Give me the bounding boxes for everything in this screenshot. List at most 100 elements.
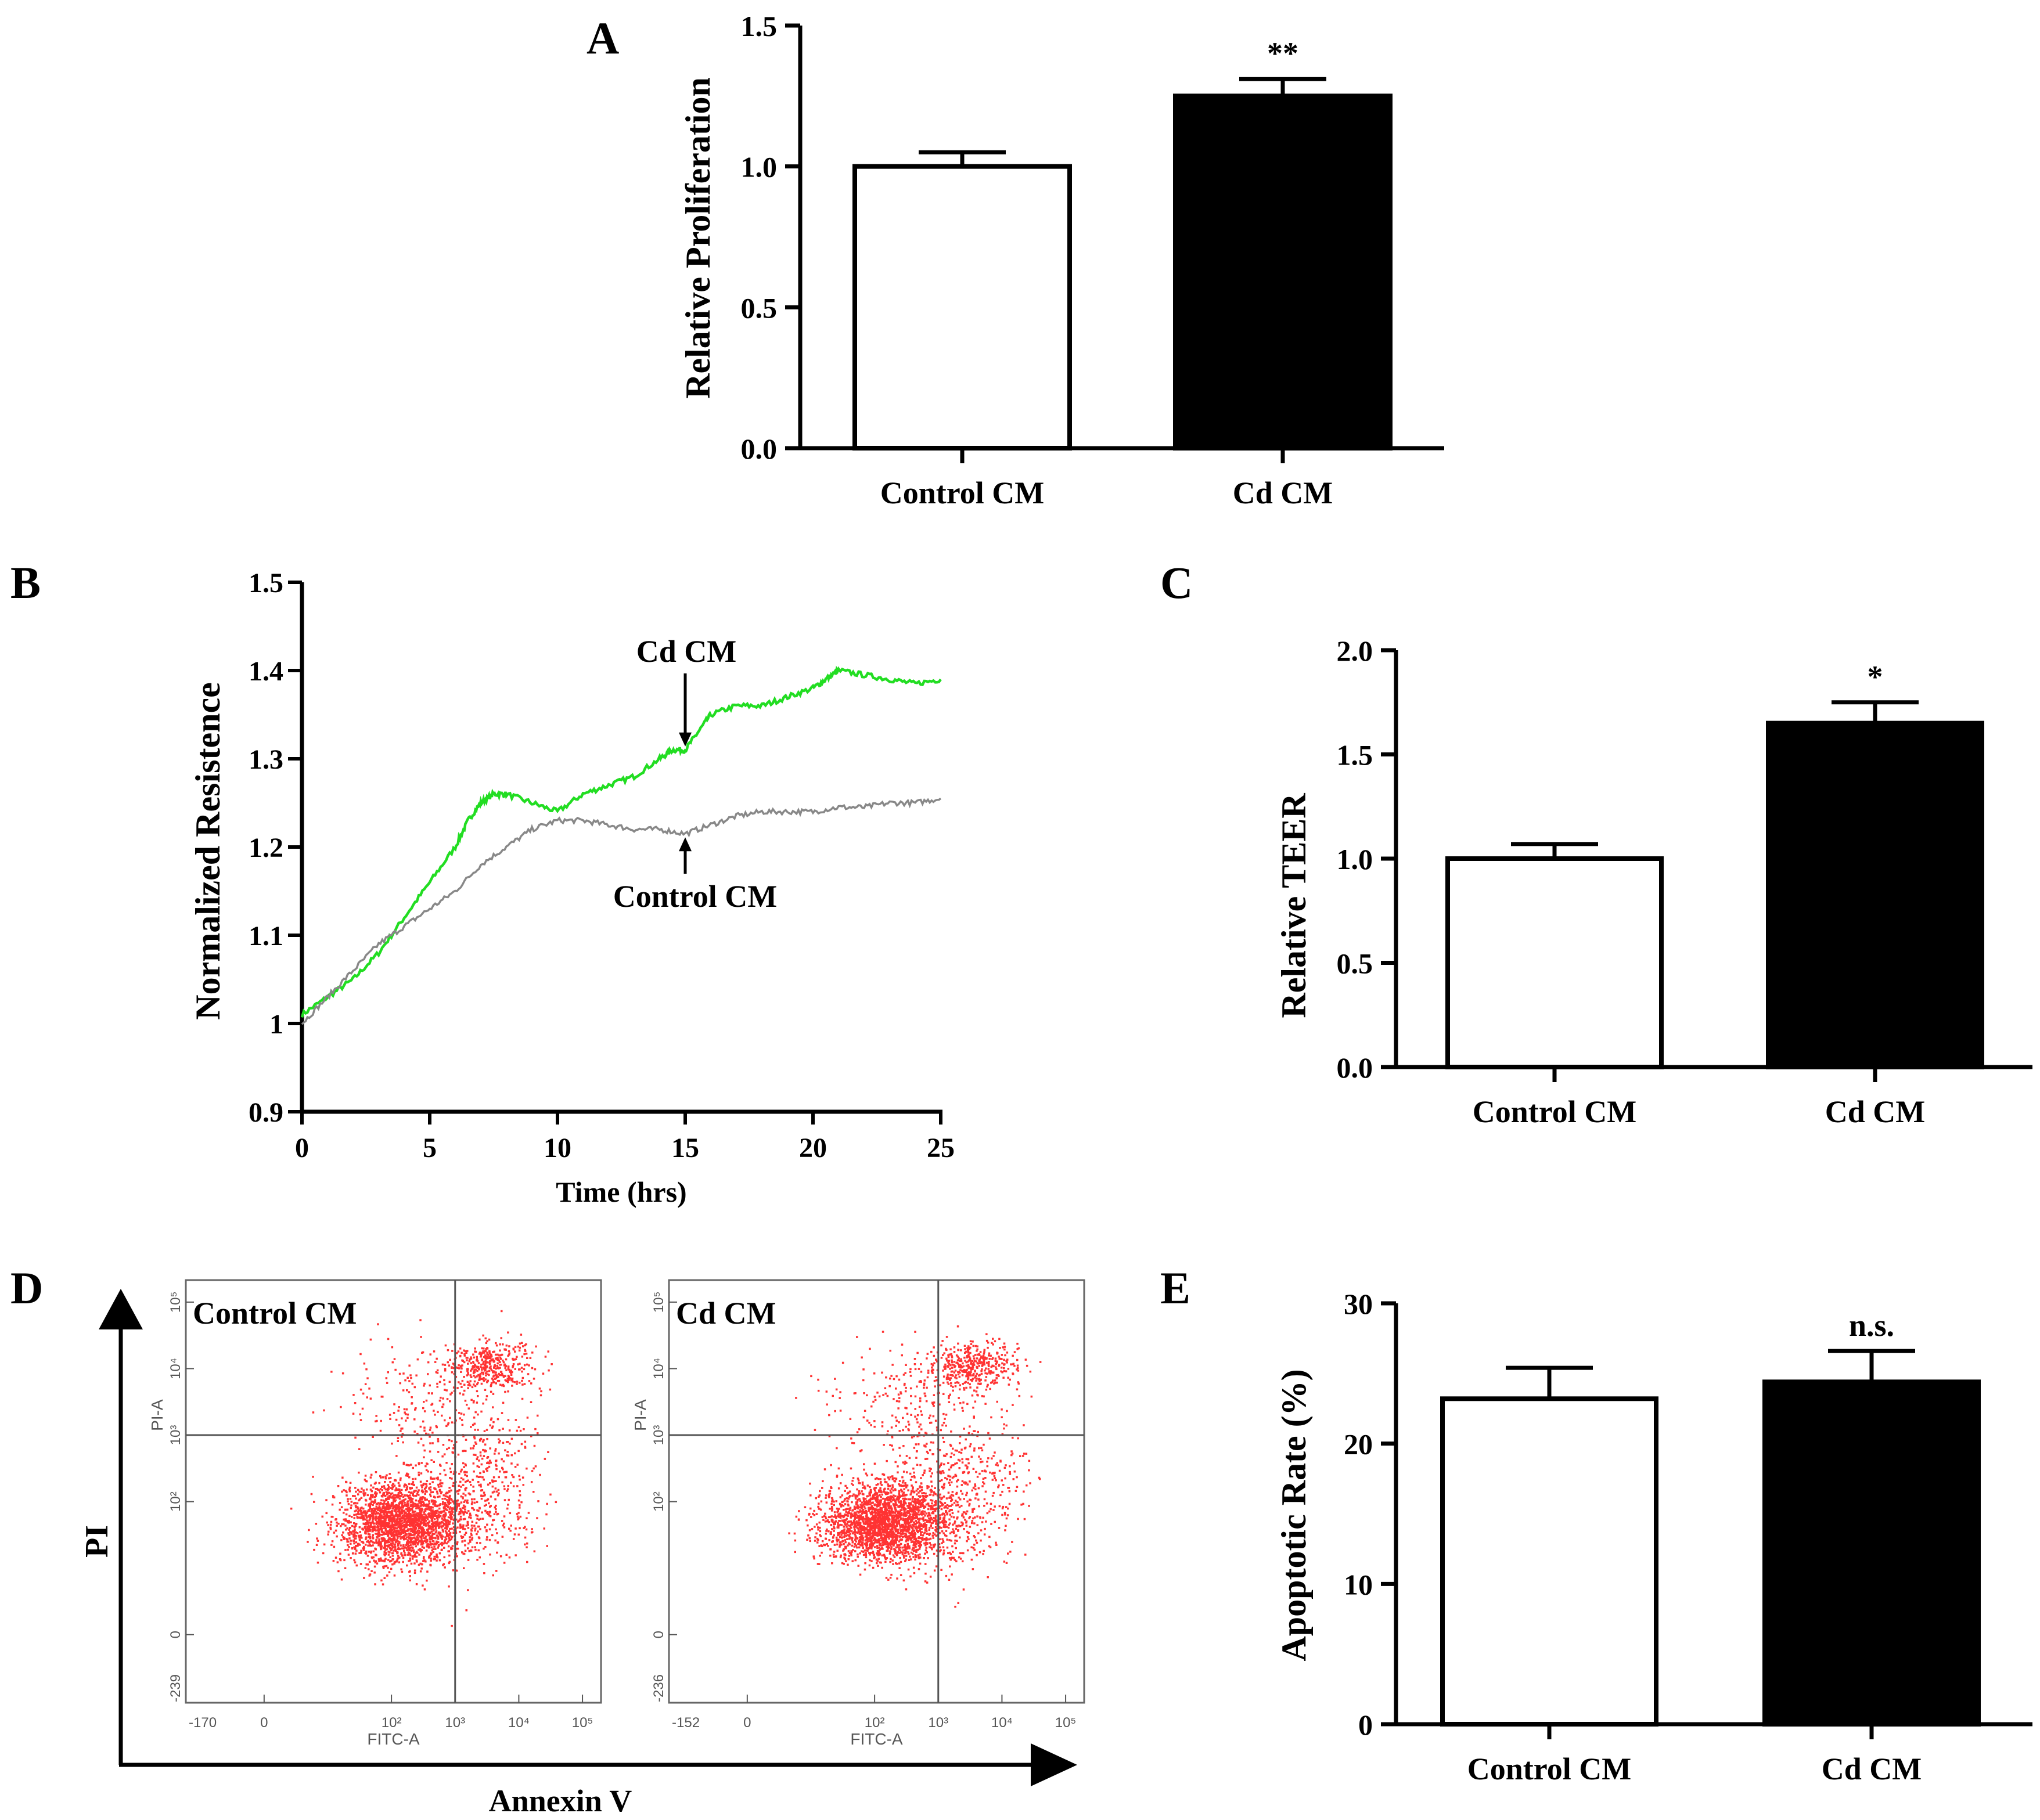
- panel-d-dot: [884, 1493, 887, 1495]
- panel-d-dot: [436, 1369, 439, 1372]
- panel-d-dot: [915, 1555, 918, 1558]
- panel-d-dot: [524, 1344, 526, 1347]
- panel-d-dot: [445, 1542, 448, 1545]
- panel-b-xtick-label: 5: [423, 1133, 437, 1163]
- panel-d-dot: [445, 1527, 448, 1529]
- panel-d-dot: [511, 1378, 513, 1381]
- panel-d-dot: [429, 1483, 431, 1485]
- panel-d-dot: [484, 1509, 487, 1512]
- panel-d-dot: [405, 1484, 408, 1486]
- panel-d-dot: [375, 1482, 377, 1484]
- panel-d-dot: [405, 1464, 408, 1466]
- panel-d-dot: [468, 1360, 471, 1363]
- panel-d-dot: [492, 1358, 494, 1361]
- panel-d-dot: [941, 1519, 944, 1522]
- panel-d-dot: [436, 1477, 438, 1480]
- panel-d-dot: [415, 1507, 418, 1509]
- panel-d-dot: [907, 1551, 909, 1554]
- panel-d-dot: [927, 1519, 929, 1522]
- panel-d-dot: [850, 1467, 852, 1470]
- panel-d-dot: [841, 1519, 844, 1522]
- panel-d-dot: [466, 1499, 469, 1502]
- panel-d-dot: [445, 1513, 447, 1516]
- panel-d-dot: [330, 1515, 333, 1518]
- panel-d-dot: [469, 1541, 472, 1543]
- panel-d-dot: [414, 1532, 416, 1535]
- panel-d-dot: [464, 1473, 466, 1476]
- panel-d-dot: [386, 1516, 388, 1519]
- panel-d-dot: [437, 1504, 440, 1507]
- panel-d-dot: [472, 1486, 474, 1488]
- panel-d-dot: [379, 1541, 381, 1544]
- panel-d-dot: [527, 1512, 530, 1514]
- panel-d-dot: [489, 1353, 491, 1355]
- panel-d-dot: [341, 1372, 344, 1375]
- panel-d-dot: [384, 1475, 387, 1478]
- panel-d-dot: [416, 1543, 419, 1546]
- panel-d-dot: [899, 1525, 901, 1527]
- panel-d-dot: [397, 1471, 400, 1474]
- panel-d-dot: [437, 1486, 440, 1488]
- panel-d-dot: [919, 1546, 922, 1548]
- panel-d-dot: [358, 1509, 360, 1512]
- panel-d-dot: [480, 1382, 483, 1385]
- panel-d-dot: [472, 1479, 474, 1481]
- panel-d-dot: [398, 1494, 401, 1497]
- panel-d-dot: [393, 1520, 396, 1523]
- panel-d-dot: [461, 1364, 463, 1367]
- panel-d-dot: [414, 1524, 417, 1526]
- panel-d-dot: [430, 1471, 433, 1473]
- panel-d-dot: [455, 1376, 458, 1378]
- panel-d-xtick-label: 0: [260, 1715, 268, 1731]
- panel-d-dot: [435, 1525, 437, 1527]
- panel-d-dot: [373, 1511, 375, 1513]
- panel-d-dot: [880, 1484, 883, 1486]
- panel-d-dot: [423, 1533, 425, 1536]
- panel-d-dot: [397, 1555, 400, 1557]
- panel-d-dot: [372, 1516, 375, 1519]
- panel-d-dot: [873, 1546, 876, 1548]
- panel-d-dot: [483, 1504, 486, 1507]
- panel-d-dot: [478, 1459, 480, 1462]
- panel-d-dot: [521, 1370, 523, 1373]
- panel-d-dot: [420, 1541, 423, 1544]
- panel-d-dot: [940, 1526, 942, 1529]
- panel-d-dot: [821, 1540, 824, 1543]
- panel-d-dot: [392, 1507, 394, 1510]
- panel-d-dot: [486, 1438, 488, 1440]
- panel-d-dot: [451, 1477, 453, 1480]
- panel-d-dot: [387, 1486, 390, 1489]
- panel-d-dot: [869, 1536, 872, 1538]
- panel-d-dot: [472, 1447, 474, 1450]
- panel-d-dot: [983, 1505, 985, 1507]
- panel-d-dot: [889, 1499, 891, 1501]
- panel-d-dot: [930, 1505, 933, 1507]
- panel-d-dot: [449, 1506, 452, 1508]
- panel-d-dot: [522, 1345, 524, 1347]
- panel-d-dot: [397, 1551, 399, 1554]
- panel-d-dot: [404, 1525, 406, 1527]
- panel-d-dot: [377, 1527, 380, 1529]
- panel-d-dot: [928, 1529, 930, 1531]
- panel-d-dot: [481, 1511, 483, 1513]
- panel-d-dot: [833, 1504, 835, 1507]
- panel-d-dot: [873, 1556, 876, 1559]
- panel-d-dot: [492, 1421, 495, 1423]
- panel-d-dot: [436, 1372, 439, 1374]
- panel-d-dot: [452, 1531, 455, 1534]
- panel-d-dot: [482, 1363, 484, 1365]
- panel-d-dot: [899, 1556, 901, 1559]
- panel-d-dot: [330, 1520, 333, 1523]
- panel-d-dot: [431, 1533, 434, 1536]
- panel-d-dot: [437, 1514, 440, 1517]
- panel-d-dot: [374, 1583, 376, 1585]
- panel-d-dot: [424, 1486, 427, 1489]
- panel-d-dot: [464, 1528, 466, 1530]
- panel-d-dot: [424, 1487, 426, 1490]
- panel-d-dot: [547, 1350, 549, 1353]
- panel-d-dot: [347, 1544, 349, 1547]
- panel-d-dot: [482, 1350, 484, 1353]
- panel-d-dot: [409, 1487, 412, 1490]
- panel-d-dot: [365, 1480, 367, 1482]
- panel-d-dot: [406, 1516, 409, 1519]
